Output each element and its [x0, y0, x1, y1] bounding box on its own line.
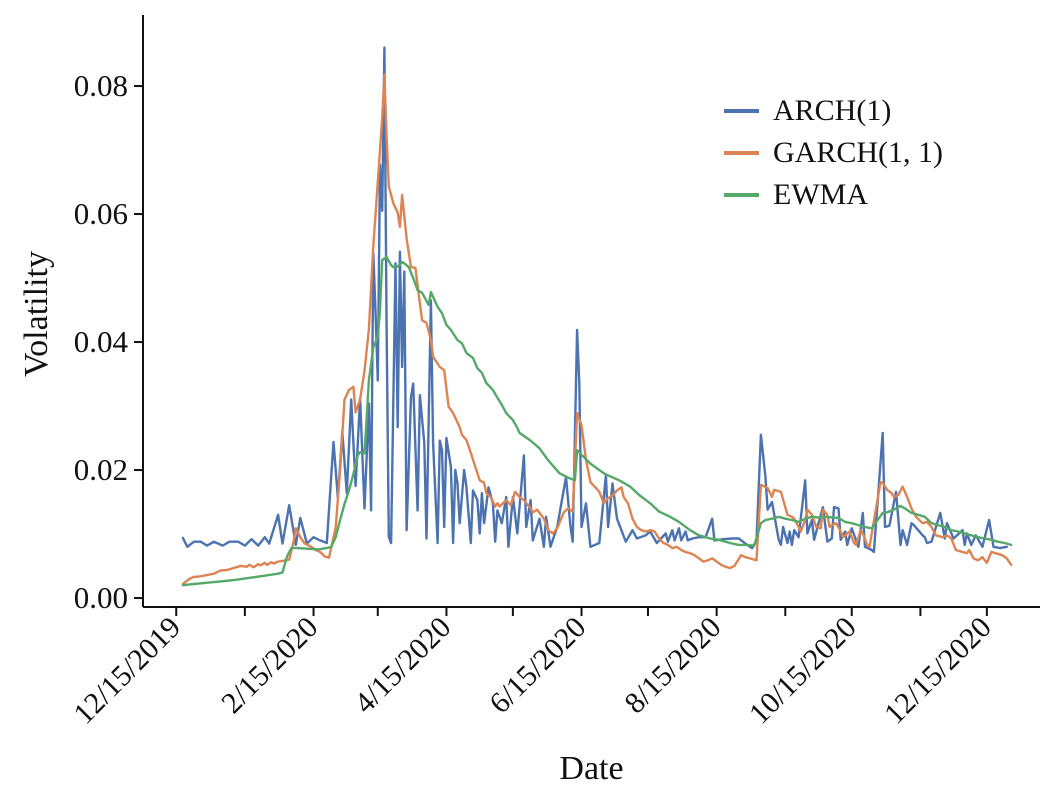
legend-item-garch-1-1: GARCH(1, 1) — [724, 132, 943, 174]
legend-line-swatch-garch-1-1 — [724, 151, 759, 155]
x-tick-label: 4/15/2020 — [348, 611, 457, 720]
y-tick-label: 0.04 — [74, 324, 129, 359]
x-tick-label: 10/15/2020 — [743, 611, 863, 731]
legend: ARCH(1) GARCH(1, 1) EWMA — [724, 90, 943, 216]
legend-item-arch-1: ARCH(1) — [724, 90, 943, 132]
x-tick-label: 8/15/2020 — [618, 611, 727, 720]
y-tick-label: 0.02 — [74, 452, 128, 487]
series-line-garch-1-1 — [181, 73, 1013, 586]
legend-label-garch-1-1: GARCH(1, 1) — [773, 136, 943, 169]
x-tick-label: 12/15/2019 — [67, 611, 187, 731]
x-tick-label: 12/15/2020 — [878, 611, 998, 731]
x-tick-label: 6/15/2020 — [483, 611, 592, 720]
y-axis-title: Volatility — [18, 251, 55, 377]
y-tick-label: 0.00 — [74, 580, 128, 615]
y-tick-label: 0.08 — [74, 68, 128, 103]
legend-line-swatch-ewma — [724, 193, 759, 197]
x-axis-title: Date — [559, 750, 624, 787]
x-tick-label: 2/15/2020 — [215, 611, 324, 720]
series-line-ewma — [181, 255, 1013, 587]
y-tick-label: 0.06 — [74, 196, 128, 231]
legend-line-swatch-arch-1 — [724, 109, 759, 113]
legend-item-ewma: EWMA — [724, 174, 943, 216]
series-line-arch-1 — [181, 46, 1008, 554]
legend-label-arch-1: ARCH(1) — [773, 94, 892, 127]
legend-label-ewma: EWMA — [773, 178, 868, 211]
